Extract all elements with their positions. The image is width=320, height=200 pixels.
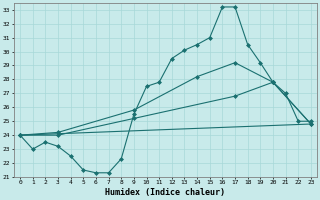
X-axis label: Humidex (Indice chaleur): Humidex (Indice chaleur) [106,188,226,197]
